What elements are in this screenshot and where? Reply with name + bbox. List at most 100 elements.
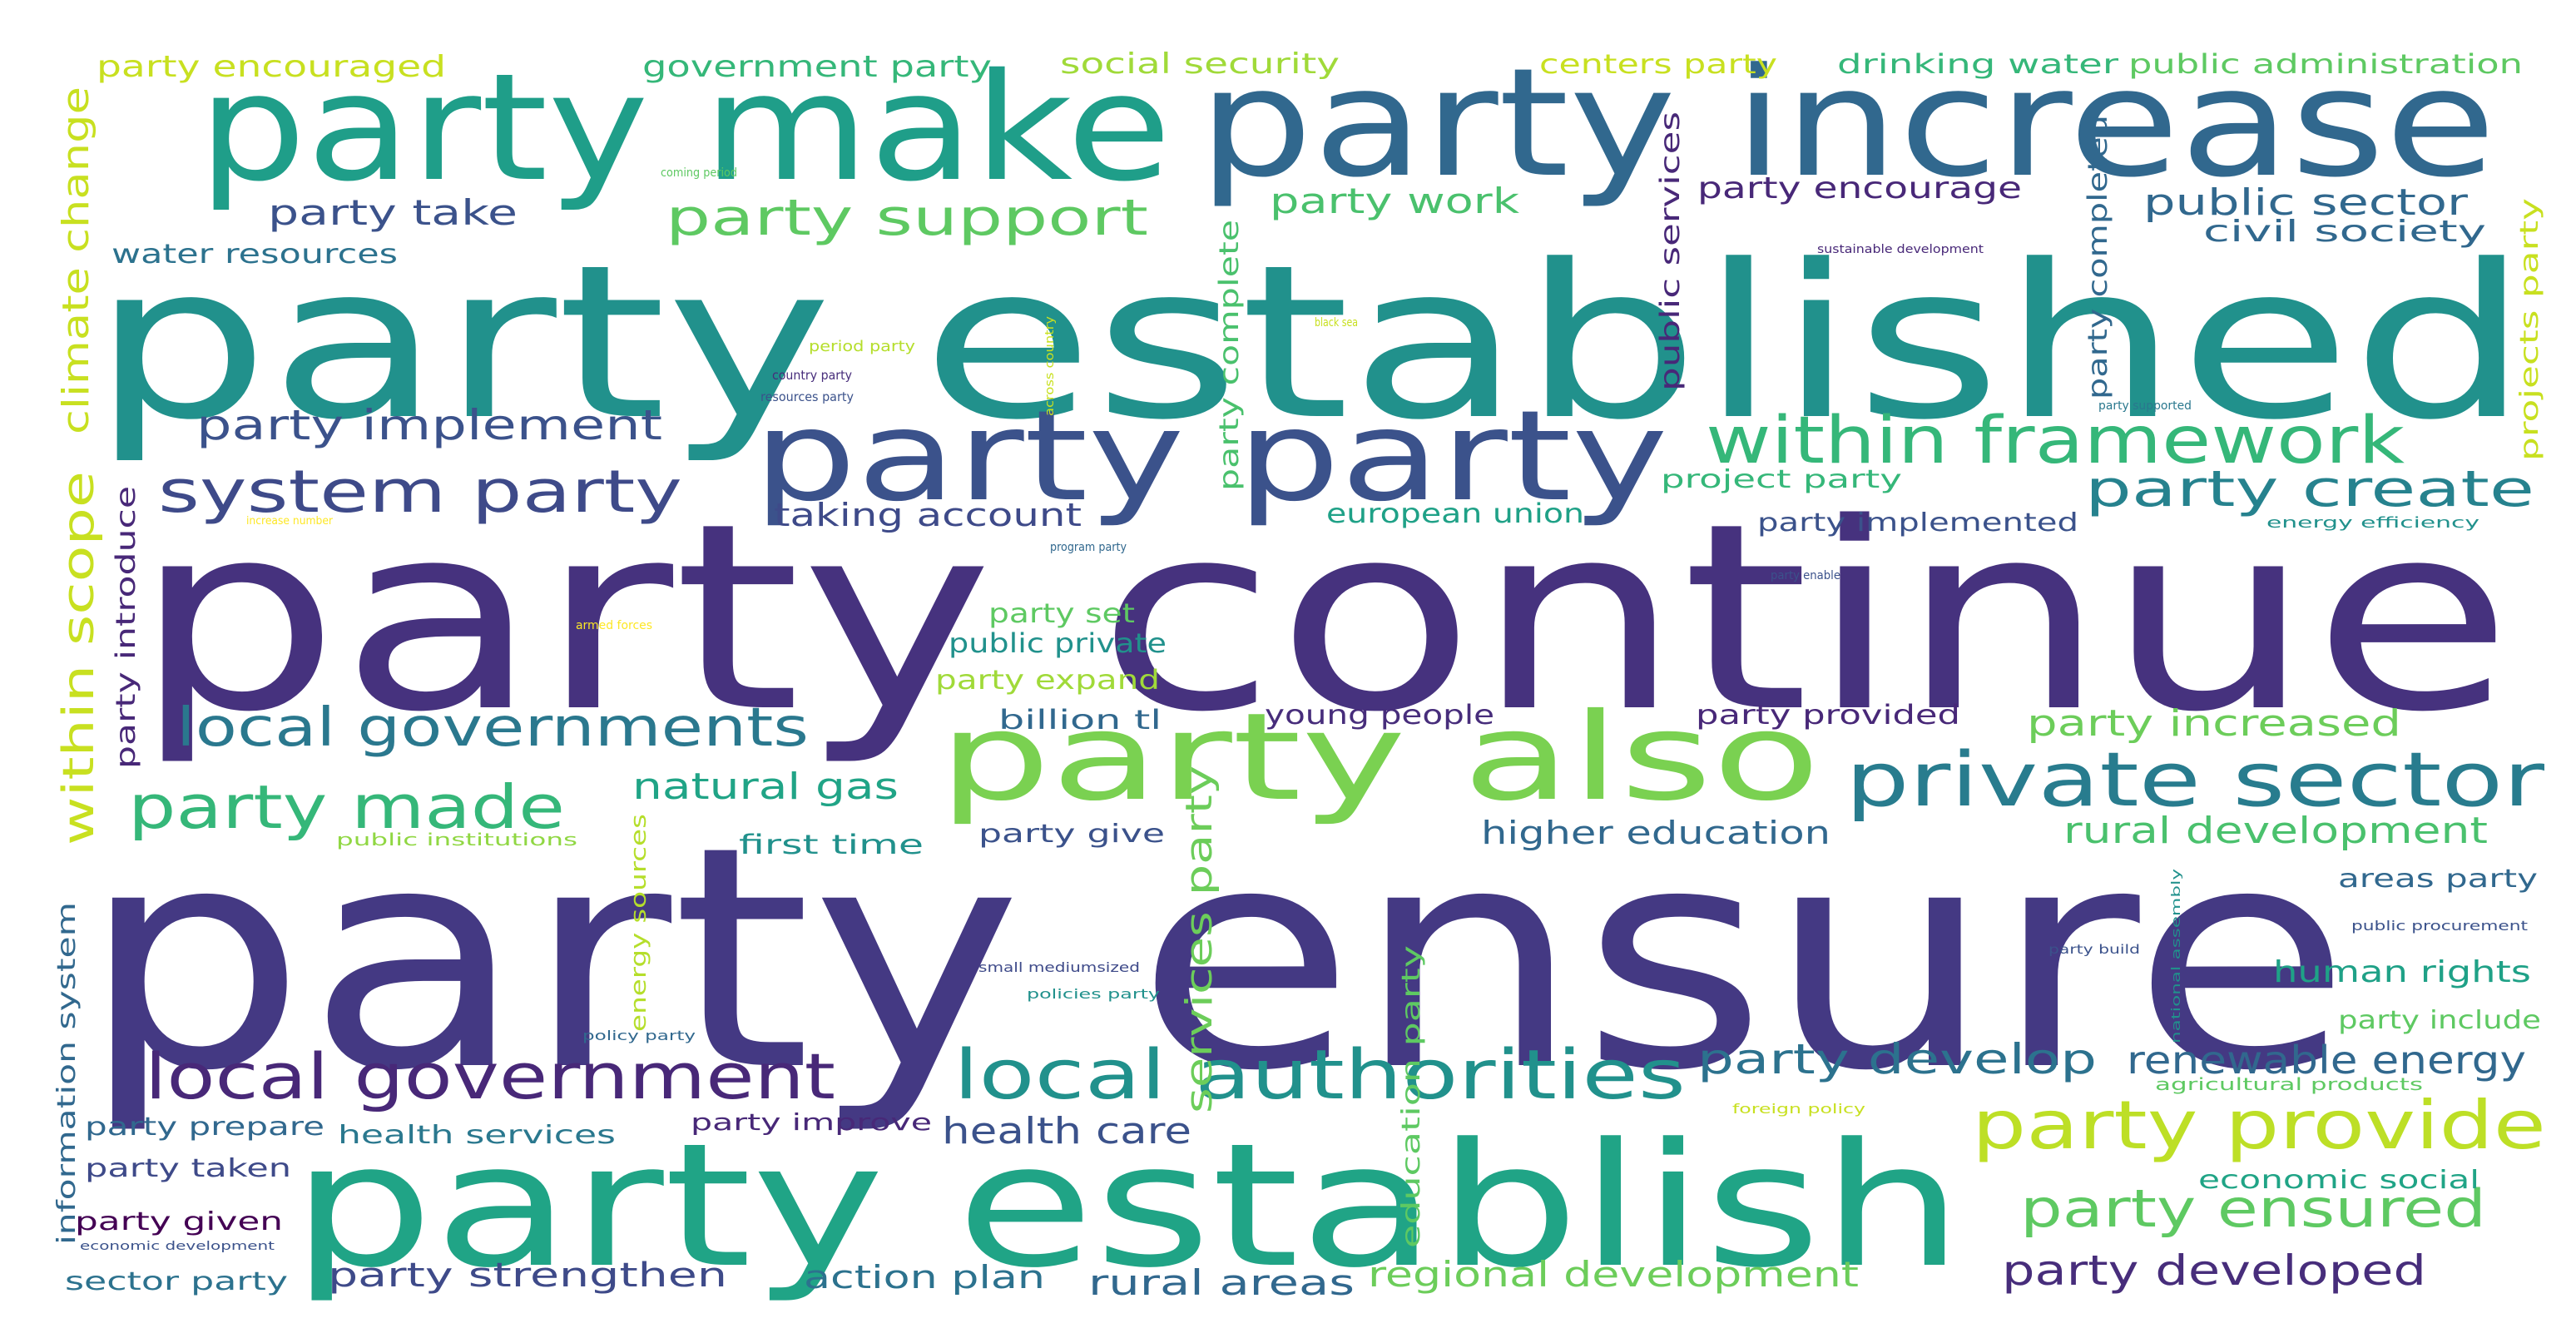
word-regional-development: regional development: [1368, 1254, 1859, 1295]
word-foreign-policy: foreign policy: [1732, 1101, 1865, 1117]
word-public-institutions: public institutions: [336, 830, 577, 850]
word-party-prepare: party prepare: [85, 1113, 324, 1142]
word-party-increase: party increase: [1198, 37, 2496, 211]
word-party-establish: party establish: [291, 1108, 1964, 1306]
word-party-encourage: party encourage: [1697, 171, 2022, 206]
word-climate-change: climate change: [55, 87, 97, 434]
word-information-system: information system: [52, 902, 82, 1245]
word-centers-party: centers party: [1539, 48, 1777, 80]
word-government-party: government party: [642, 50, 992, 84]
word-action-plan: action plan: [804, 1259, 1045, 1296]
word-economic-development: economic development: [80, 1240, 275, 1253]
word-projects-party: projects party: [2515, 198, 2544, 461]
word-economic-social: economic social: [2198, 1166, 2479, 1195]
word-drinking-water: drinking water: [1837, 48, 2119, 80]
word-agricultural-products: agricultural products: [2155, 1074, 2423, 1094]
word-within-framework: within framework: [1706, 404, 2405, 478]
word-party-create: party create: [2085, 460, 2534, 518]
word-party-strengthen: party strengthen: [328, 1256, 727, 1295]
word-social-security: social security: [1060, 47, 1340, 81]
word-areas-party: areas party: [2338, 865, 2538, 894]
word-local-governments: local governments: [176, 697, 809, 759]
word-party-taken: party taken: [85, 1154, 291, 1183]
word-party-implement: party implement: [196, 401, 662, 449]
word-public-sector: public sector: [2143, 181, 2469, 224]
word-water-resources: water resources: [111, 238, 398, 270]
word-human-rights: human rights: [2273, 955, 2531, 989]
word-public-services: public services: [1654, 112, 1686, 391]
word-party-ensured: party ensured: [2020, 1178, 2486, 1239]
word-party-developed: party developed: [2002, 1246, 2426, 1295]
word-party-introduce: party introduce: [110, 486, 141, 769]
word-party-increased: party increased: [2027, 702, 2401, 745]
word-party-encouraged: party encouraged: [97, 50, 446, 84]
word-party-include: party include: [2338, 1006, 2541, 1035]
word-energy-efficiency: energy efficiency: [2266, 514, 2480, 532]
word-party-ensure: party ensure: [80, 780, 2351, 1137]
word-renewable-energy: renewable energy: [2127, 1038, 2526, 1083]
word-policies-party: policies party: [1027, 986, 1160, 1002]
word-project-party: project party: [1661, 465, 1902, 494]
word-party-party: party party: [753, 384, 1668, 529]
word-black-sea: black sea: [1315, 316, 1358, 330]
word-program-party: program party: [1050, 541, 1127, 554]
word-party-develop: party develop: [1697, 1035, 2097, 1083]
word-health-services: health services: [338, 1121, 616, 1150]
word-party-continue: party continue: [133, 468, 2513, 769]
word-across-country: across country: [1043, 316, 1057, 416]
word-party-set: party set: [988, 597, 1135, 629]
word-policy-party: policy party: [582, 1028, 696, 1043]
word-party-completed: party completed: [2082, 115, 2113, 399]
word-energy-sources: energy sources: [627, 814, 651, 1032]
word-party-make: party make: [198, 42, 1172, 214]
word-private-sector: private sector: [1845, 736, 2544, 824]
word-party-supported: party supported: [2098, 399, 2192, 413]
word-civil-society: civil society: [2203, 215, 2486, 249]
word-local-government: local government: [145, 1039, 835, 1113]
word-services-party: services party: [1178, 766, 1221, 1113]
word-coming-period: coming period: [661, 166, 737, 180]
word-public-private: public private: [949, 627, 1167, 659]
word-party-improve: party improve: [691, 1108, 932, 1136]
word-public-administration: public administration: [2128, 48, 2523, 80]
word-within-scope: within scope: [54, 471, 104, 845]
word-billion-tl: billion tl: [998, 704, 1162, 736]
word-european-union: european union: [1326, 498, 1584, 529]
word-natural-gas: natural gas: [632, 766, 899, 808]
word-period-party: period party: [809, 338, 915, 355]
word-party-established: party established: [92, 220, 2529, 467]
word-party-build: party build: [2048, 942, 2140, 957]
word-education-party: education party: [1397, 945, 1426, 1248]
word-taking-account: taking account: [774, 497, 1082, 533]
word-country-party: country party: [772, 368, 852, 383]
word-rural-areas: rural areas: [1088, 1262, 1355, 1303]
word-national-assembly: national assembly: [2170, 869, 2183, 1043]
word-party-given: party given: [75, 1207, 283, 1236]
word-rural-development: rural development: [2063, 810, 2488, 852]
word-party-enable: party enable: [1771, 569, 1840, 582]
word-party-provided: party provided: [1696, 699, 1960, 731]
word-increase-number: increase number: [246, 515, 334, 528]
word-armed-forces: armed forces: [576, 619, 652, 632]
word-public-procurement: public procurement: [2351, 918, 2528, 934]
word-party-expand: party expand: [935, 664, 1160, 696]
word-party-provide: party provide: [1972, 1087, 2546, 1164]
word-party-support: party support: [666, 189, 1148, 247]
word-party-complete: party complete: [1213, 220, 1245, 491]
word-sustainable-development: sustainable development: [1817, 243, 1984, 256]
word-health-care: health care: [942, 1110, 1191, 1152]
word-system-party: system party: [158, 458, 682, 526]
word-party-implemented: party implemented: [1757, 508, 2078, 538]
word-party-give: party give: [978, 820, 1165, 849]
word-first-time: first time: [739, 829, 924, 860]
word-small-mediumsized: small mediumsized: [978, 959, 1140, 975]
word-party-also: party also: [939, 687, 1821, 828]
word-sector-party: sector party: [65, 1267, 288, 1296]
word-local-authorities: local authorities: [954, 1036, 1686, 1115]
word-higher-education: higher education: [1481, 815, 1830, 851]
word-party-take: party take: [268, 192, 518, 233]
word-young-people: young people: [1265, 699, 1494, 731]
word-party-work: party work: [1270, 181, 1520, 221]
